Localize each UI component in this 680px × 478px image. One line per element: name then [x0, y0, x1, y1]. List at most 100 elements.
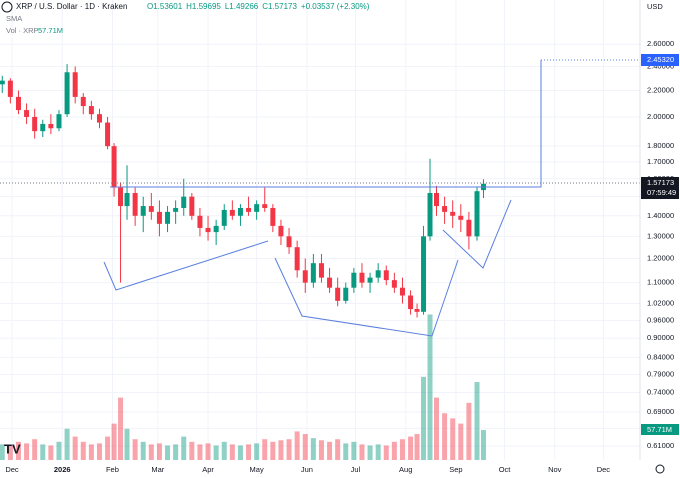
symbol-icon [1, 1, 13, 13]
volume-bar [318, 440, 324, 460]
volume-bar [474, 382, 480, 460]
ohlc-value: O1.53601 [147, 2, 183, 11]
candle-body [351, 272, 357, 288]
indicator-label[interactable]: SMA [6, 14, 22, 23]
volume-bar [165, 445, 171, 460]
volume-title[interactable]: Vol · XRP [6, 26, 39, 35]
volume-pane [0, 314, 486, 460]
candle-body [335, 287, 341, 301]
price-tag-label: 1.57173 [647, 178, 674, 187]
candle-body [213, 225, 219, 233]
candle-body [148, 206, 154, 212]
volume-bar [237, 445, 243, 460]
volume-bar [442, 413, 448, 460]
candle-body [433, 193, 439, 207]
volume-bar [96, 443, 102, 460]
volume-bar [197, 444, 203, 460]
candle-body [205, 227, 211, 233]
ohlc-value: L1.49266 [225, 2, 259, 11]
y-tick-label: 2.00000 [647, 112, 674, 121]
x-tick-label: Jul [351, 465, 361, 474]
candle-body [15, 96, 21, 111]
volume-bar [294, 431, 300, 460]
candle-body [367, 277, 373, 283]
currency[interactable]: USD [647, 2, 663, 11]
candle-body [359, 272, 365, 283]
volume-bar [278, 440, 284, 460]
volume-bar [421, 376, 427, 460]
candle-body [40, 123, 46, 132]
x-tick-label: Feb [106, 465, 119, 474]
volume-bar [0, 444, 5, 460]
target-tag-label: 2.45320 [647, 55, 674, 64]
candle-body [229, 209, 235, 216]
volume-bar [229, 444, 235, 460]
volume-bar [458, 423, 464, 460]
candle-body [450, 211, 456, 216]
candle-body [327, 277, 333, 288]
price-tag [641, 177, 679, 199]
volume-bar [48, 445, 54, 460]
x-tick-label: Sep [449, 465, 462, 474]
logo[interactable]: TV [4, 441, 21, 456]
x-tick-label: 2026 [54, 465, 71, 474]
volume-bar [270, 441, 276, 460]
y-tick-label: 0.74000 [647, 387, 674, 396]
ohlc-value: C1.57173 [262, 2, 297, 11]
volume-bar [205, 443, 211, 460]
candle-body [189, 196, 195, 216]
volume-bar [140, 441, 146, 460]
candle-body [246, 207, 252, 212]
volume-bar [335, 439, 341, 460]
candle-body [375, 270, 381, 278]
volume-bar [111, 423, 117, 460]
ohlc-value: H1.59695 [186, 2, 221, 11]
candle-body [56, 114, 62, 129]
candle-body [80, 96, 86, 107]
volume-bar [450, 418, 456, 460]
volume-bar [72, 436, 78, 460]
y-tick-label: 0.69000 [647, 407, 674, 416]
y-tick-label: 1.30000 [647, 231, 674, 240]
candle-body [124, 193, 130, 207]
candle-body [474, 191, 480, 237]
settings-icon[interactable] [655, 464, 665, 474]
volume-bar [343, 443, 349, 460]
volume-bar [132, 439, 138, 460]
candle-body [408, 295, 414, 310]
y-tick-label: 1.10000 [647, 278, 674, 287]
y-tick-label: 1.20000 [647, 253, 674, 262]
candle-body [181, 196, 187, 208]
x-tick-label: Dec [597, 465, 611, 474]
volume-bar [124, 428, 130, 460]
volume-bar [148, 444, 154, 460]
trendline-2 [274, 257, 459, 337]
candle-body [118, 187, 124, 207]
candle-body [399, 287, 405, 296]
candle-body [165, 211, 171, 224]
x-tick-label: Apr [202, 465, 214, 474]
y-tick-label: 2.20000 [647, 86, 674, 95]
trendline-1 [103, 240, 269, 291]
volume-bar [105, 436, 111, 460]
candle-body [278, 225, 284, 237]
candle-body [294, 247, 300, 271]
candle-body [48, 123, 54, 129]
volume-bar [80, 441, 86, 460]
volume-bar [181, 436, 187, 460]
y-tick-label: 1.02000 [647, 299, 674, 308]
candle-body [286, 236, 292, 248]
range-line [110, 60, 542, 188]
volume-bar [56, 441, 62, 460]
volume-bar [466, 402, 472, 460]
volume-bar [246, 444, 252, 460]
symbol-title[interactable]: XRP / U.S. Dollar · 1D · Kraken [16, 2, 127, 11]
volume-bar [173, 444, 179, 460]
volume-bar [359, 444, 365, 460]
volume-bar [408, 436, 414, 460]
candle-body [302, 270, 308, 283]
candle-body [132, 193, 138, 216]
candle-body [310, 263, 316, 283]
volume-tag [641, 424, 679, 435]
